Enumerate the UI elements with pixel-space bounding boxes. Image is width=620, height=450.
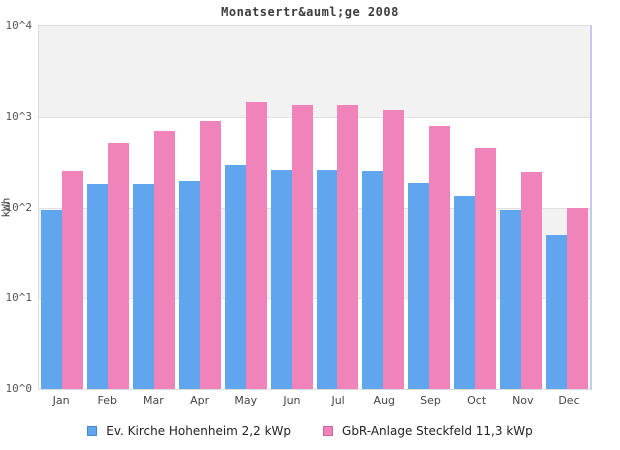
bar-kirche-aug	[362, 171, 384, 389]
x-tick-label-jan: Jan	[52, 394, 70, 407]
legend-swatch-gbr	[323, 426, 334, 436]
decade-band-10e2-10e3	[39, 116, 590, 208]
x-axis-labels: Jan Feb Mar Apr May Jun Jul Aug Sep Oct Nov Dec	[38, 394, 592, 407]
bar-gbr-jun	[291, 104, 313, 389]
bar-kirche-mar	[132, 184, 154, 389]
bar-kirche-sep	[408, 183, 430, 389]
bar-gbr-jul	[337, 104, 359, 389]
bar-group-may	[223, 26, 269, 389]
y-tick-label-10e0: 10^0	[5, 382, 33, 395]
x-tick-label-jul: Jul	[331, 394, 345, 407]
y-tick-label-10e4: 10^4	[5, 19, 33, 32]
bar-kirche-feb	[86, 184, 108, 389]
plot-area	[38, 25, 592, 390]
decade-band-10e1-10e2	[39, 207, 590, 299]
x-tick-label-oct: Oct	[467, 394, 487, 407]
bar-gbr-mar	[153, 131, 175, 389]
bar-kirche-jul	[316, 169, 338, 389]
gridline-10e2	[39, 207, 590, 209]
x-tick-label-nov: Nov	[512, 394, 534, 407]
bar-kirche-oct	[454, 195, 476, 389]
bar-kirche-apr	[178, 181, 200, 389]
bar-group-dec	[544, 26, 590, 389]
bar-group-nov	[498, 26, 544, 389]
y-tick-label-10e3: 10^3	[5, 109, 33, 123]
bar-gbr-oct	[475, 147, 497, 389]
chart-title: Monatsertr&auml;ge 2008	[221, 5, 399, 19]
decade-band-10e3-10e4	[39, 26, 590, 117]
bar-gbr-dec	[567, 207, 589, 389]
bar-group-jan	[39, 26, 85, 389]
legend-swatch-kirche	[87, 426, 98, 436]
bar-group-oct	[452, 26, 498, 389]
legend-item-kirche: Ev. Kirche Hohenheim 2,2 kWp	[87, 424, 291, 438]
y-tick-label-10e2: 10^2	[5, 200, 33, 214]
x-tick-label-jun: Jun	[283, 394, 301, 407]
bar-group-sep	[406, 26, 452, 389]
gridline-10e1	[39, 298, 590, 300]
x-tick-label-apr: Apr	[190, 394, 210, 407]
decade-band-10e0-10e1	[39, 298, 590, 389]
x-tick-label-mar: Mar	[143, 394, 164, 407]
x-tick-label-dec: Dec	[558, 394, 580, 407]
bar-gbr-nov	[521, 172, 543, 389]
bar-kirche-nov	[500, 209, 522, 389]
y-tick-label-10e1: 10^1	[5, 291, 33, 305]
bar-kirche-jun	[270, 169, 292, 389]
x-tick-label-may: May	[234, 394, 258, 407]
legend-item-gbr: GbR-Anlage Steckfeld 11,3 kWp	[323, 424, 533, 438]
bar-kirche-dec	[546, 234, 568, 389]
y-axis-ticks: 10^4 10^3 10^2 10^1 10^0	[0, 0, 33, 450]
bar-group-jun	[269, 26, 315, 389]
x-tick-label-feb: Feb	[97, 394, 117, 407]
bar-series-container	[39, 26, 590, 389]
x-tick-label-aug: Aug	[373, 394, 396, 407]
legend-label-kirche: Ev. Kirche Hohenheim 2,2 kWp	[106, 424, 292, 438]
bar-gbr-apr	[199, 120, 221, 389]
bar-group-jul	[315, 26, 361, 389]
x-tick-label-sep: Sep	[420, 394, 441, 407]
legend-label-gbr: GbR-Anlage Steckfeld 11,3 kWp	[342, 424, 533, 438]
bar-gbr-sep	[429, 125, 451, 389]
gridline-10e3	[39, 116, 590, 118]
bar-kirche-may	[224, 164, 246, 389]
bar-gbr-aug	[383, 109, 405, 389]
bar-kirche-jan	[41, 209, 62, 389]
legend: Ev. Kirche Hohenheim 2,2 kWp GbR-Anlage …	[0, 423, 620, 439]
bar-group-apr	[177, 26, 223, 389]
bar-group-feb	[85, 26, 131, 389]
bar-gbr-feb	[107, 143, 129, 389]
bar-group-aug	[360, 26, 406, 389]
bar-gbr-jan	[61, 171, 83, 389]
bar-gbr-may	[245, 102, 267, 389]
bar-group-mar	[131, 26, 177, 389]
